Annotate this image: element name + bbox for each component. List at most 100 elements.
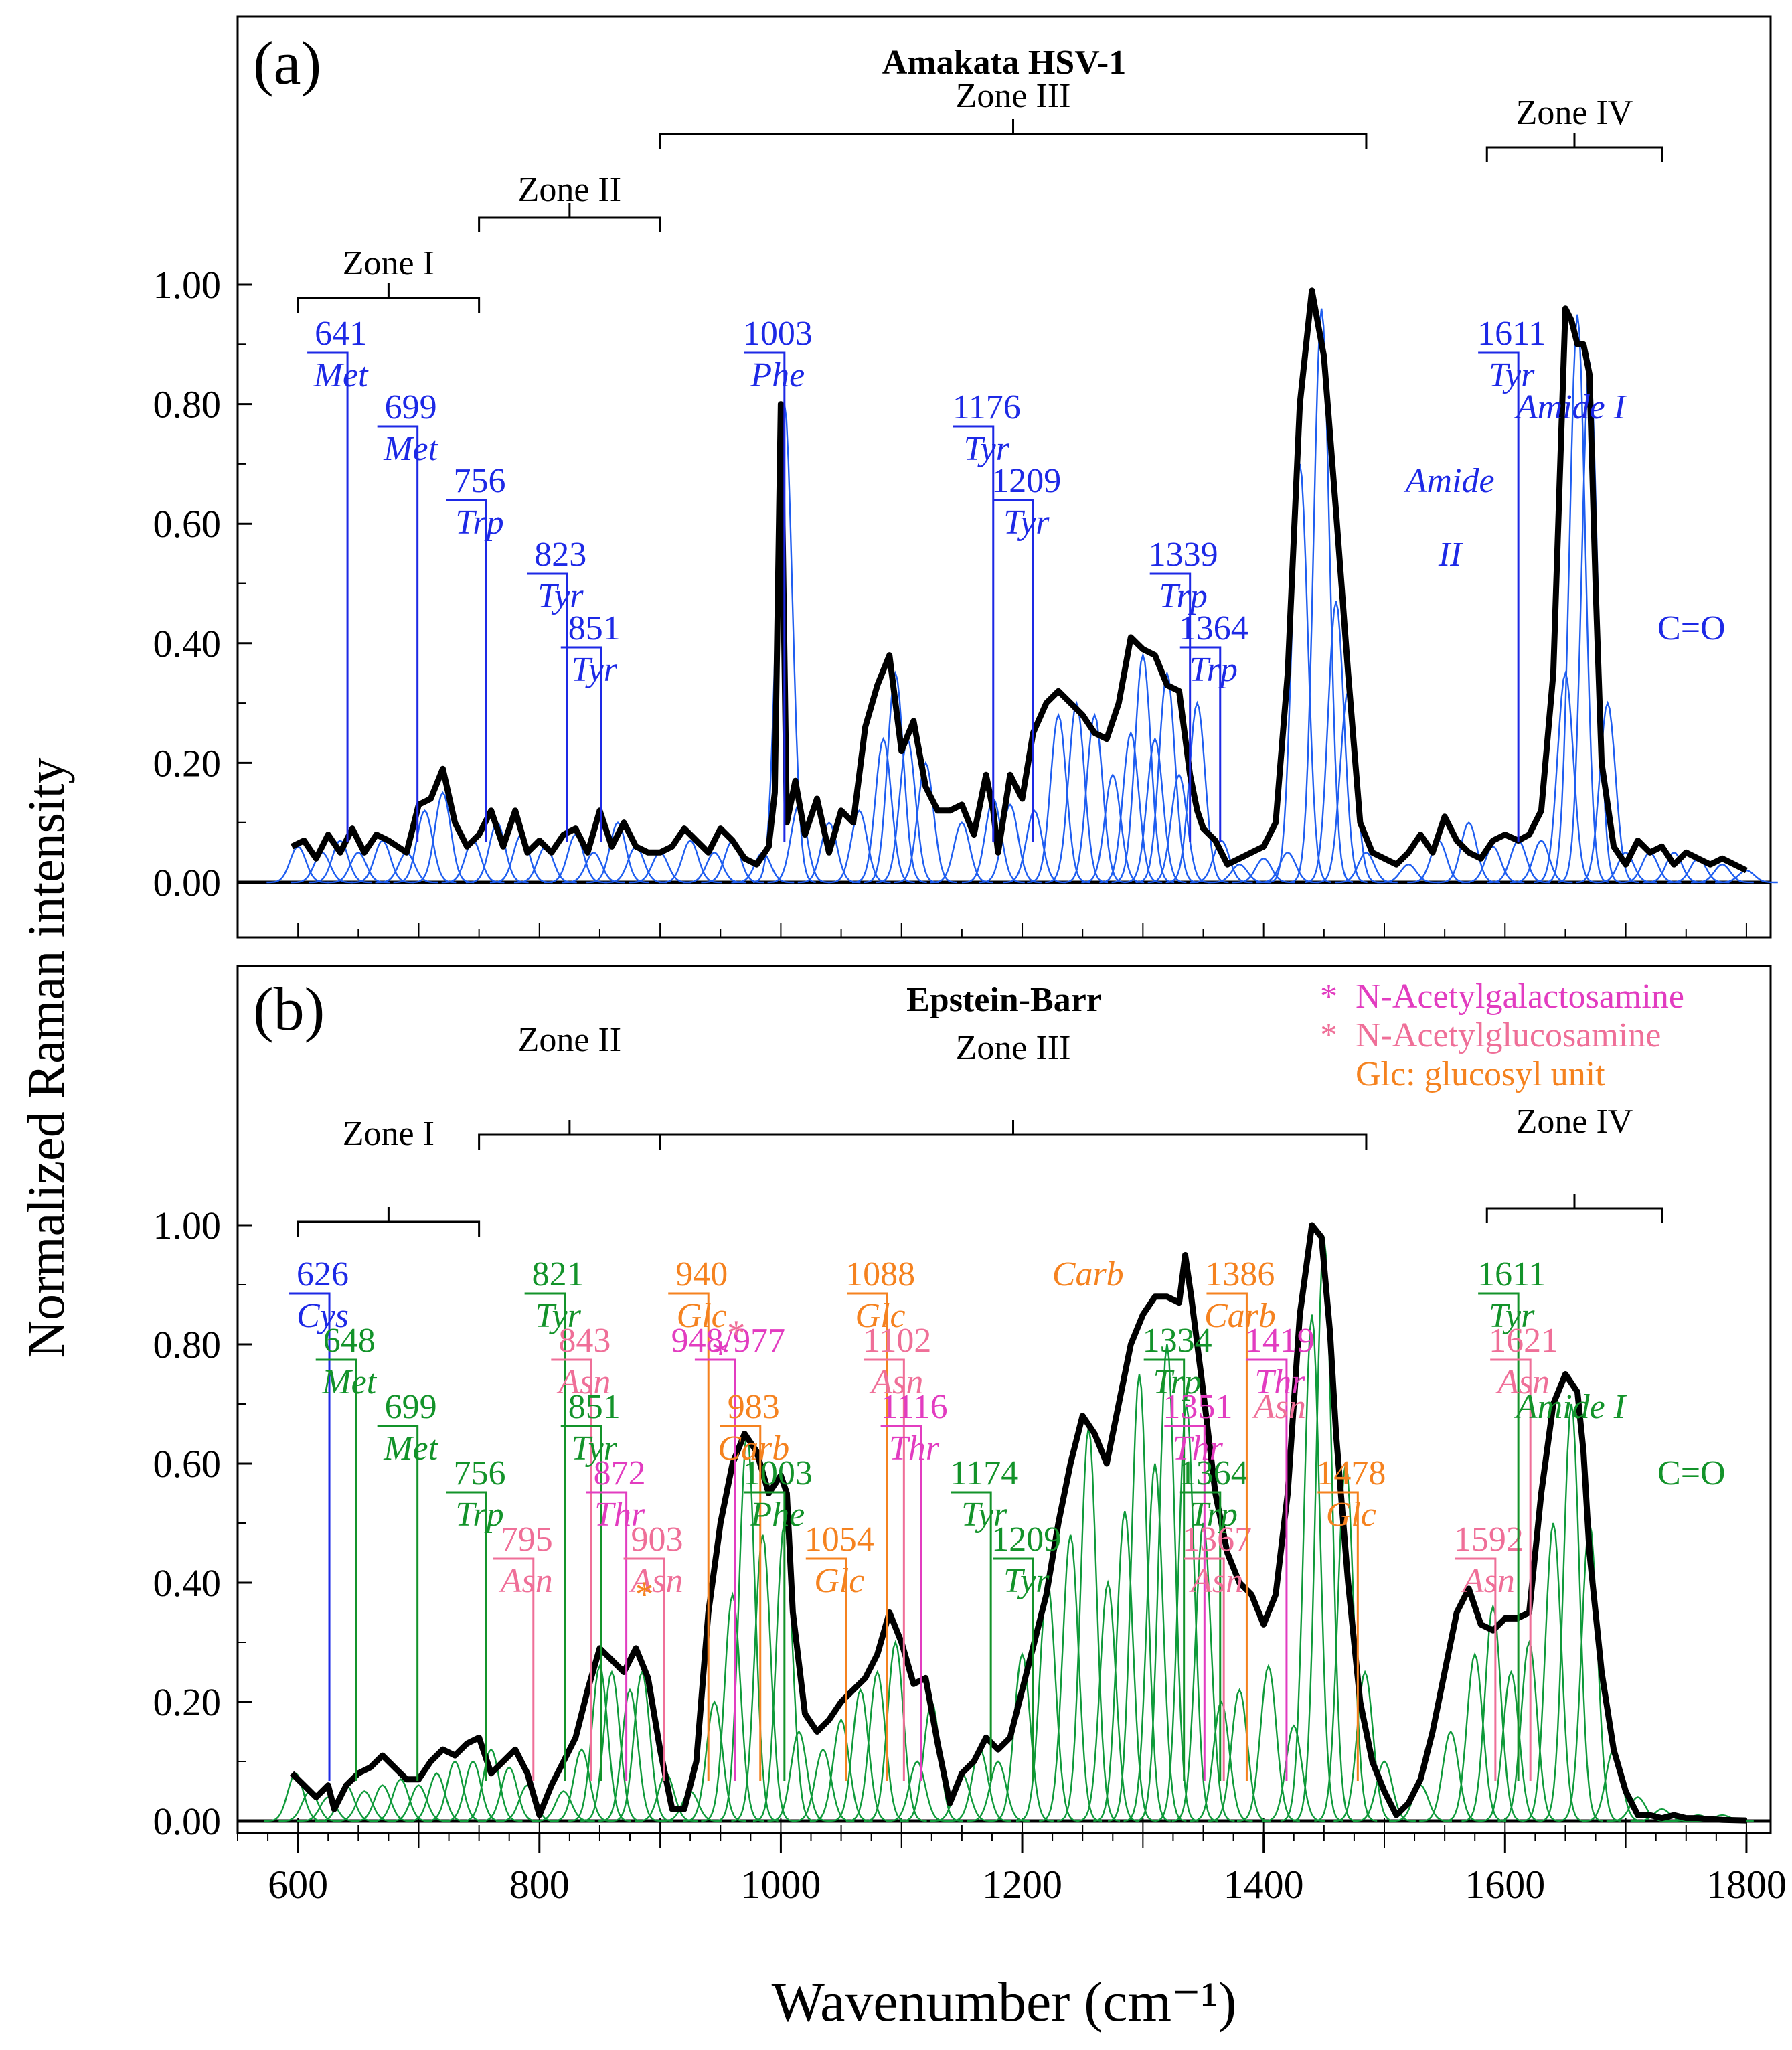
gaussian-band (1353, 1760, 1416, 1822)
gaussian-band (1256, 851, 1319, 884)
annotation-wavenumber: 1209 (991, 1520, 1061, 1559)
annotation-residue: Asn (1461, 1562, 1515, 1600)
annotation-leader (951, 1491, 992, 1781)
gaussian-band (797, 821, 861, 884)
annotation-wavenumber: 756 (453, 462, 505, 500)
annotation-residue: Asn (629, 1562, 683, 1600)
zone-label: Zone IV (1516, 94, 1633, 132)
spectrum-line (289, 1222, 1747, 1824)
gaussian-band (411, 791, 475, 884)
annotation-wavenumber: 1174 (950, 1454, 1018, 1492)
gaussian-band (598, 1688, 661, 1822)
gaussian-band (1522, 1522, 1585, 1822)
annotation-residue: Tyr (1489, 356, 1535, 394)
legend-text: N-Acetylgalactosamine (1356, 977, 1684, 1016)
x-tick-label: 1600 (1465, 1863, 1545, 1907)
annotation-wavenumber: 1611 (1477, 315, 1546, 353)
annotation-leader (307, 351, 349, 842)
x-tick-label: 800 (509, 1863, 570, 1907)
annotation-leader (744, 1491, 786, 1781)
annotation-wavenumber: 1364 (1179, 609, 1248, 647)
annotation-leader (524, 1292, 566, 1781)
annotation-leader (527, 572, 568, 842)
annotation-residue: Tyr (572, 1429, 618, 1468)
gaussian-band (1333, 1670, 1397, 1822)
annotation-leader (446, 499, 487, 842)
gaussian-band (886, 1760, 949, 1822)
gaussian-band (550, 1748, 613, 1822)
gaussian-band (979, 803, 1042, 884)
y-tick-label: 0.00 (153, 861, 222, 904)
gaussian-band (767, 1730, 831, 1822)
annotation-leader (880, 1425, 922, 1781)
gaussian-band (991, 1652, 1054, 1822)
annotation-residue: Amide I (1514, 1388, 1627, 1426)
annotation-wavenumber: 699 (385, 388, 437, 426)
annotation-wavenumber: 641 (315, 315, 367, 353)
gaussian-band (1208, 1688, 1271, 1822)
y-tick-label: 0.60 (153, 502, 222, 546)
y-tick-label: 0.80 (153, 383, 222, 426)
y-tick-label: 0.60 (153, 1442, 222, 1486)
gaussian-band (1377, 863, 1440, 884)
annotation-wavenumber: 1592 (1454, 1520, 1524, 1559)
gaussian-band (1497, 1640, 1561, 1822)
annotation-residue: Thr (1254, 1363, 1305, 1401)
annotation-residue: Glc (856, 1297, 906, 1335)
annotation-wavenumber: 872 (594, 1454, 646, 1492)
annotation-leader (315, 1358, 357, 1781)
annotation-residue: Trp (455, 503, 503, 542)
annotation-wavenumber: 940 (675, 1255, 728, 1293)
annotation-leader (551, 1358, 592, 1781)
annotation-wavenumber: 903 (631, 1520, 683, 1559)
x-tick-label: 1000 (740, 1863, 821, 1907)
annotation-leader (623, 1557, 665, 1781)
annotation-residue: Trp (1159, 577, 1208, 615)
annotation-wavenumber: 843 (558, 1322, 610, 1360)
gaussian-band (1540, 1403, 1603, 1822)
annotation-leader (668, 1292, 710, 1781)
gaussian-band (1642, 851, 1706, 884)
annotation-wavenumber: 1054 (805, 1520, 874, 1559)
annotation-residue: Phe (750, 356, 805, 394)
x-axis-label: Wavenumber (cm⁻¹) (772, 1971, 1237, 2033)
gaussian-band (1304, 601, 1368, 884)
zone-bracket (297, 1207, 481, 1237)
gaussian-band (1576, 700, 1639, 884)
band-asterisk: * (635, 1574, 654, 1615)
annotation-wavenumber: 948/977 (671, 1322, 785, 1360)
gaussian-band (1232, 858, 1295, 884)
band-asterisk: * (711, 1333, 730, 1374)
gaussian-band (405, 1772, 469, 1822)
annotation-wavenumber: 1334 (1143, 1322, 1212, 1360)
gaussian-band (1003, 809, 1066, 884)
annotation-wavenumber: 823 (534, 536, 586, 574)
annotation-wavenumber: 1116 (881, 1388, 948, 1426)
annotation-leader (847, 1292, 888, 1781)
gaussian-band (731, 1534, 795, 1822)
gaussian-band (864, 670, 927, 884)
annotation-leader (864, 1358, 905, 1781)
annotation-residue: Trp (1153, 1363, 1202, 1401)
gaussian-band (1039, 1534, 1103, 1822)
annotation-wavenumber: 1003 (743, 315, 813, 353)
annotation-residue: Tyr (1003, 1562, 1050, 1600)
gaussian-band (1190, 1700, 1253, 1822)
annotation-wavenumber: 1209 (991, 462, 1061, 500)
annotation-residue: Phe (750, 1496, 805, 1534)
annotation-residue: Glc (814, 1562, 864, 1600)
annotation-wavenumber: 626 (297, 1255, 349, 1293)
annotation-leader (1149, 572, 1192, 842)
gaussian-band (1045, 700, 1109, 884)
annotation-leader (744, 351, 786, 842)
annotation-leader (1246, 1358, 1288, 1781)
annotation-wavenumber: 1088 (845, 1255, 915, 1293)
gaussian-band (459, 1748, 523, 1822)
annotation-residue: Cys (297, 1297, 349, 1335)
legend-text: Glc: glucosyl unit (1356, 1055, 1605, 1093)
annotation-wavenumber: 1621 (1489, 1322, 1558, 1360)
annotation-residue: Asn (1252, 1388, 1306, 1426)
annotation-wavenumber: 851 (568, 609, 621, 647)
annotation-residue: Carb (1204, 1297, 1276, 1335)
annotation-residue: Tyr (1003, 503, 1050, 542)
